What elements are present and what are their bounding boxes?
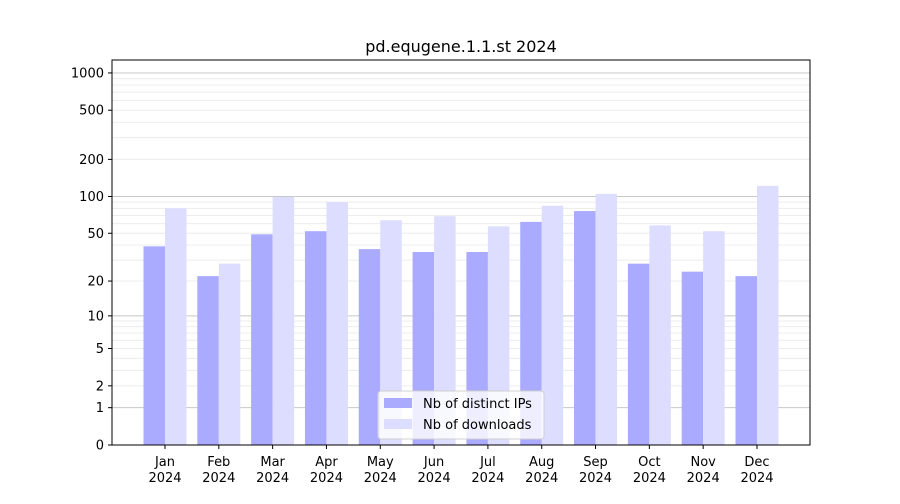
x-tick-label: Oct 2024 bbox=[633, 455, 666, 486]
bar-ips bbox=[627, 263, 650, 445]
y-tick-label: 500 bbox=[79, 104, 104, 119]
bar-ips bbox=[358, 249, 381, 445]
x-tick-label: Jul 2024 bbox=[471, 455, 504, 486]
bar-ips bbox=[143, 246, 165, 445]
y-tick-label: 20 bbox=[87, 275, 104, 290]
bar-ips bbox=[735, 276, 757, 445]
legend-swatch bbox=[384, 398, 412, 408]
bar-ips bbox=[574, 211, 596, 445]
y-tick-label: 0 bbox=[96, 439, 104, 454]
x-tick-label: Nov 2024 bbox=[687, 455, 720, 486]
legend: Nb of distinct IPs Nb of downloads bbox=[377, 390, 545, 440]
bar-ips bbox=[251, 234, 273, 445]
bar-downloads bbox=[649, 225, 671, 445]
y-tick-label: 200 bbox=[79, 153, 104, 168]
legend-label: Nb of downloads bbox=[423, 418, 532, 433]
bar-ips bbox=[520, 221, 542, 445]
y-tick-label: 10 bbox=[87, 309, 104, 324]
bar-downloads bbox=[380, 220, 402, 445]
y-tick-label: 100 bbox=[79, 190, 104, 205]
bar-downloads bbox=[487, 226, 510, 445]
bar-downloads bbox=[326, 202, 348, 445]
bar-ips bbox=[197, 276, 219, 445]
legend-label: Nb of distinct IPs bbox=[423, 397, 532, 412]
x-tick-label: Apr 2024 bbox=[310, 455, 343, 486]
x-tick-label: May 2024 bbox=[364, 455, 397, 486]
bar-downloads bbox=[434, 216, 456, 445]
x-tick-label: Mar 2024 bbox=[256, 455, 289, 486]
x-tick-label: Feb 2024 bbox=[202, 455, 235, 486]
y-tick-label: 50 bbox=[87, 227, 104, 242]
plot-frame bbox=[111, 59, 811, 446]
x-tick-label: Aug 2024 bbox=[525, 455, 558, 486]
bar-downloads bbox=[272, 197, 295, 445]
bar-downloads bbox=[218, 263, 241, 445]
chart-title: pd.equgene.1.1.st 2024 bbox=[365, 37, 557, 56]
bar-ips bbox=[681, 271, 704, 445]
y-tick-label: 1 bbox=[96, 401, 104, 416]
legend-swatch bbox=[384, 419, 412, 429]
bar-downloads bbox=[541, 205, 564, 445]
x-tick-label: Dec 2024 bbox=[740, 455, 773, 486]
y-tick-label: 2 bbox=[96, 379, 104, 394]
bar-downloads bbox=[595, 193, 618, 445]
bar-downloads bbox=[703, 231, 725, 445]
bar-downloads bbox=[757, 185, 779, 446]
bar-ips bbox=[304, 231, 327, 445]
y-tick-label: 1000 bbox=[71, 66, 104, 81]
x-tick-label: Sep 2024 bbox=[579, 455, 612, 486]
x-tick-label: Jan 2024 bbox=[148, 455, 181, 486]
x-tick-label: Jun 2024 bbox=[418, 455, 451, 486]
legend-box bbox=[377, 390, 545, 440]
bar-downloads bbox=[165, 208, 187, 445]
y-tick-label: 5 bbox=[96, 342, 104, 357]
